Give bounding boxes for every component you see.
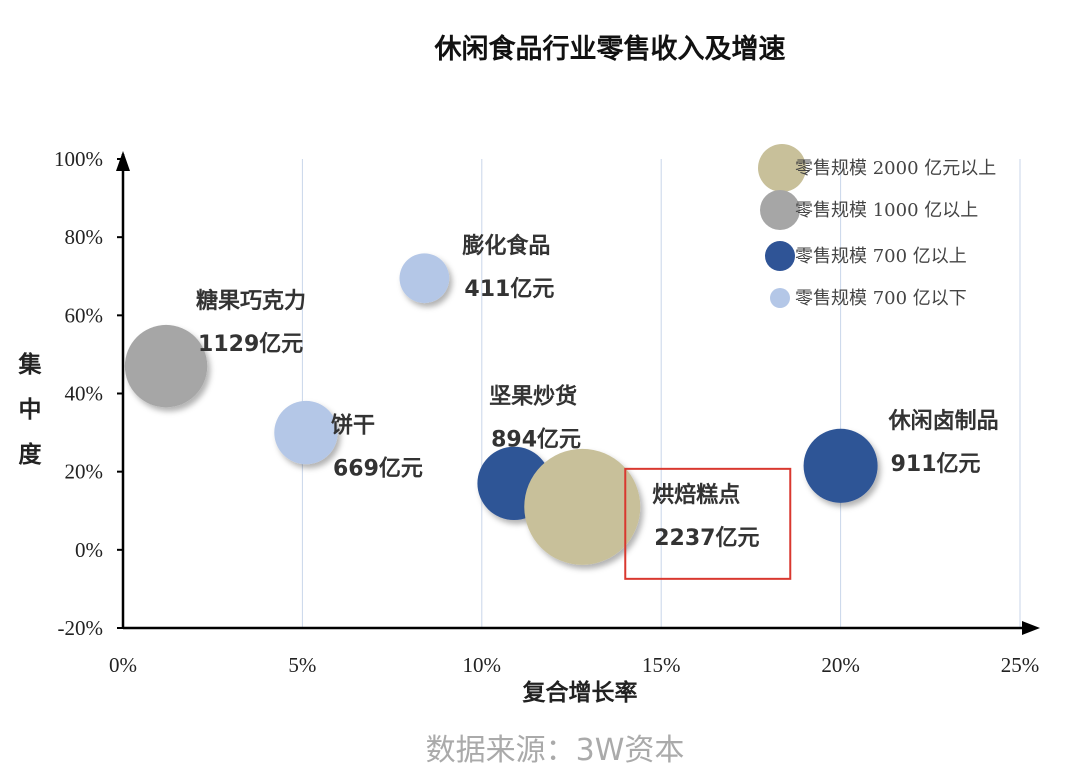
x-tick-label: 10% [463, 653, 502, 677]
bubble-value-label: 1129亿元 [198, 332, 303, 357]
bubble-name-label: 饼干 [331, 413, 375, 439]
legend-label: 零售规模 700 亿以上 [795, 246, 967, 267]
x-tick-label: 0% [109, 653, 137, 677]
legend-label: 零售规模 700 亿以下 [795, 288, 967, 309]
bubble-value-label: 669亿元 [333, 457, 423, 482]
chart-title: 休闲食品行业零售收入及增速 [434, 33, 786, 65]
y-tick-label: 80% [65, 225, 104, 249]
bubble-1 [124, 324, 208, 408]
x-tick-label: 15% [642, 653, 681, 677]
highlight-box [624, 467, 792, 580]
bubble-5 [524, 448, 641, 565]
y-tick-label: 20% [65, 460, 104, 484]
bubble-name-label: 膨化食品 [461, 233, 550, 259]
source-note: 数据来源：3W资本 [426, 733, 685, 768]
x-tick-label: 5% [288, 653, 316, 677]
bubble-name-label: 烘焙糕点 [652, 482, 740, 508]
bubble-value-label: 894亿元 [491, 427, 581, 452]
legend-marker [760, 190, 800, 230]
legend-marker [758, 144, 806, 192]
bubble-3 [274, 400, 338, 465]
y-tick-label: 60% [65, 303, 104, 327]
bubble-name-label: 糖果巧克力 [196, 288, 306, 314]
legend-marker [770, 288, 790, 308]
x-tick-label: 25% [1001, 653, 1040, 677]
bubble-value-label: 911亿元 [891, 452, 981, 477]
y-tick-label: -20% [58, 616, 104, 640]
bubble-6 [803, 428, 878, 503]
x-axis-label: 复合增长率 [522, 679, 638, 706]
legend-marker [765, 241, 795, 271]
y-tick-label: 40% [65, 382, 104, 406]
bubble-value-label: 411亿元 [464, 277, 554, 302]
legend-label: 零售规模 1000 亿以上 [795, 200, 978, 221]
bubble-name-label: 休闲卤制品 [888, 408, 999, 434]
bubble-name-label: 坚果炒货 [489, 383, 577, 409]
y-axis-label: 集中度 [14, 352, 41, 487]
y-tick-label: 0% [75, 538, 103, 562]
y-axis-arrow [116, 151, 130, 171]
x-axis-arrow [1022, 621, 1040, 635]
legend-label: 零售规模 2000 亿元以上 [795, 158, 996, 179]
y-tick-label: 100% [54, 147, 103, 171]
x-tick-label: 20% [821, 653, 860, 677]
bubble-value-label: 2237亿元 [654, 526, 759, 551]
bubble-2 [399, 253, 450, 304]
